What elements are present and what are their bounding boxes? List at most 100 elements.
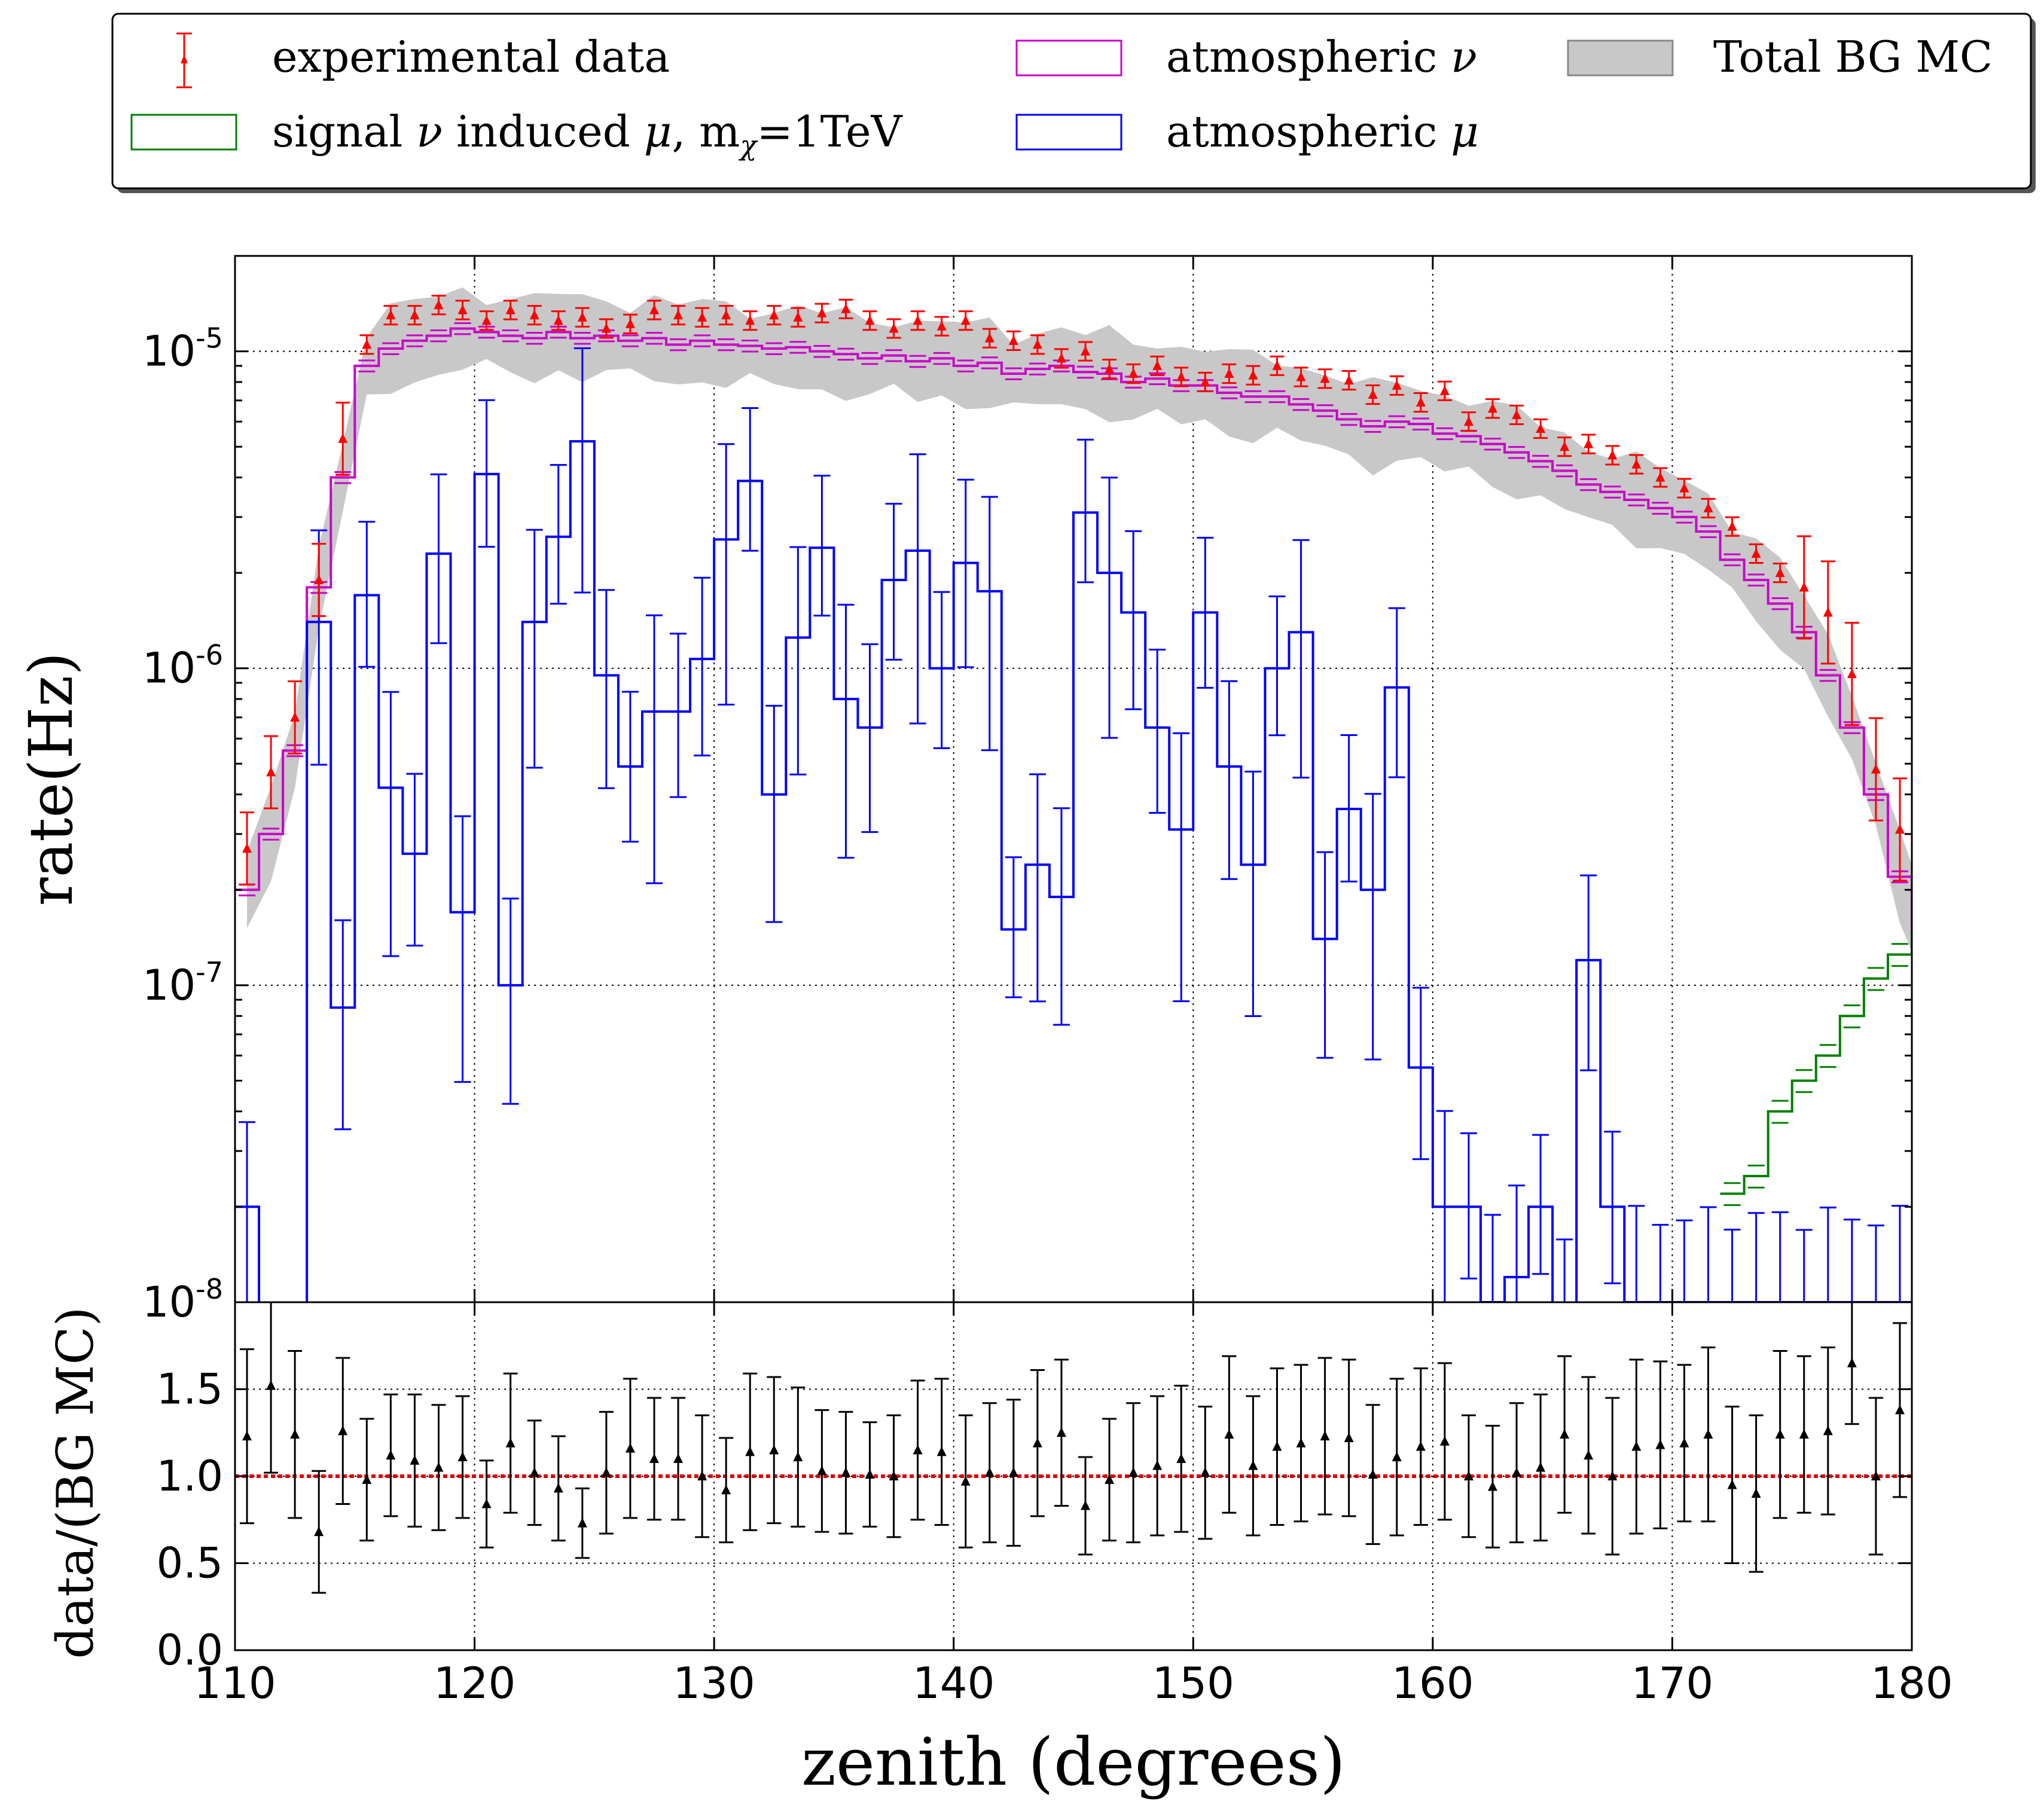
data-point	[913, 315, 923, 325]
legend-label-total-bg-mc: Total BG MC	[1713, 32, 1993, 82]
total-bg-band-group	[247, 287, 1912, 951]
ratio-point	[673, 1453, 684, 1463]
ratio-point	[1871, 1471, 1881, 1480]
legend-swatch-signal	[130, 114, 237, 151]
x-tick-label: 110	[194, 1658, 276, 1708]
data-point	[960, 315, 971, 325]
ratio-point	[529, 1467, 539, 1477]
bottom-y-tick-label: 1.0	[157, 1452, 223, 1501]
legend-greek: μ	[644, 106, 672, 157]
data-point	[1463, 416, 1473, 426]
data-point	[1847, 668, 1857, 679]
data-point	[1296, 371, 1306, 381]
legend-greek: ν	[1451, 32, 1477, 82]
data-point	[769, 310, 779, 320]
data-point	[1823, 607, 1833, 617]
data-point	[1368, 389, 1378, 399]
legend-entry-signal: signal ν induced μ, mχ=1TeV	[130, 106, 904, 161]
ratio-point	[1224, 1429, 1234, 1439]
tick-exponent: -5	[196, 322, 223, 355]
data-point	[1176, 371, 1186, 381]
data-point	[529, 310, 539, 320]
ratio-point	[314, 1526, 324, 1537]
data-point	[1727, 521, 1737, 531]
data-point	[1775, 567, 1785, 578]
data-point	[553, 315, 563, 325]
data-point	[601, 323, 611, 333]
legend-text: atmospheric	[1166, 106, 1451, 157]
ratio-point	[242, 1431, 252, 1441]
data-point	[625, 318, 635, 328]
data-point	[721, 310, 731, 320]
legend-text: signal	[272, 106, 416, 157]
ratio-point	[936, 1446, 947, 1456]
x-tick-label: 160	[1392, 1658, 1473, 1708]
data-point	[1105, 364, 1115, 374]
ratio-point	[841, 1467, 851, 1477]
ratio-point	[1200, 1467, 1210, 1477]
x-tick-labels: 110 120 130 140 150 160 170 180	[194, 1658, 1953, 1708]
data-point	[1081, 346, 1091, 356]
data-point	[1032, 339, 1042, 349]
data-point	[1560, 441, 1570, 451]
data-point	[410, 310, 420, 320]
data-point	[1200, 376, 1210, 386]
data-point	[984, 332, 994, 343]
ratio-point	[1703, 1429, 1713, 1439]
x-tick-label: 180	[1871, 1658, 1953, 1708]
ratio-point	[1056, 1427, 1066, 1437]
ratio-point	[1919, 1499, 1929, 1508]
data-point	[1655, 472, 1665, 482]
x-tick-label: 150	[1152, 1658, 1234, 1708]
data-point	[1871, 764, 1881, 774]
ratio-point	[865, 1469, 875, 1479]
tick-base: 10	[142, 644, 196, 693]
ratio-point	[1368, 1469, 1378, 1479]
top-content	[235, 287, 1912, 1302]
ratio-point	[625, 1443, 635, 1453]
ratio-point	[889, 1471, 899, 1480]
legend-subscript: χ	[739, 129, 759, 161]
ratio-point	[1488, 1481, 1497, 1491]
ratio-point	[601, 1467, 611, 1477]
ratio-point	[1008, 1467, 1018, 1477]
ratio-point	[1248, 1460, 1258, 1470]
ratio-point	[1823, 1425, 1833, 1436]
tick-base: 10	[142, 1278, 196, 1327]
bottom-yticklabels: 0.0 0.5 1.0 1.5	[157, 1365, 223, 1675]
top-y-tick-label: 10-6	[142, 639, 223, 693]
legend-swatch-atmospheric-nu	[1015, 39, 1122, 77]
ratio-point	[984, 1467, 994, 1477]
ratio-point	[338, 1425, 348, 1436]
ratio-point	[1727, 1479, 1737, 1489]
legend-entry-experimental-data: experimental data	[176, 32, 670, 88]
ratio-point	[1176, 1453, 1186, 1463]
ratio-point	[1032, 1437, 1042, 1448]
ratio-point	[553, 1483, 563, 1493]
bottom-y-axis-label: data/(BG MC)	[46, 1307, 105, 1659]
data-point	[1799, 582, 1809, 592]
top-panel: 10-510-610-710-8 rate(Hz)	[16, 255, 1913, 1327]
ratio-point	[481, 1498, 492, 1508]
ratio-point	[1296, 1437, 1306, 1448]
data-point	[314, 574, 324, 584]
ratio-point	[1128, 1467, 1139, 1477]
data-point	[1584, 438, 1594, 448]
ratio-point	[434, 1462, 444, 1472]
ratio-point	[505, 1437, 515, 1448]
ratio-point	[721, 1485, 731, 1495]
ratio-point	[769, 1445, 779, 1455]
data-point	[1703, 502, 1713, 512]
ratio-point	[1894, 1404, 1905, 1415]
ratio-point	[457, 1451, 468, 1461]
data-point	[889, 323, 899, 333]
ratio-point	[1847, 1357, 1857, 1367]
ratio-point	[1536, 1462, 1546, 1472]
data-point	[386, 310, 396, 320]
data-point	[1056, 353, 1066, 363]
ratio-point	[386, 1450, 396, 1460]
signal-step	[1720, 933, 1912, 1195]
legend: experimental data atmospheric ν Total BG…	[111, 13, 2036, 193]
ratio-point	[266, 1380, 276, 1390]
top-y-axis-label: rate(Hz)	[16, 652, 86, 906]
